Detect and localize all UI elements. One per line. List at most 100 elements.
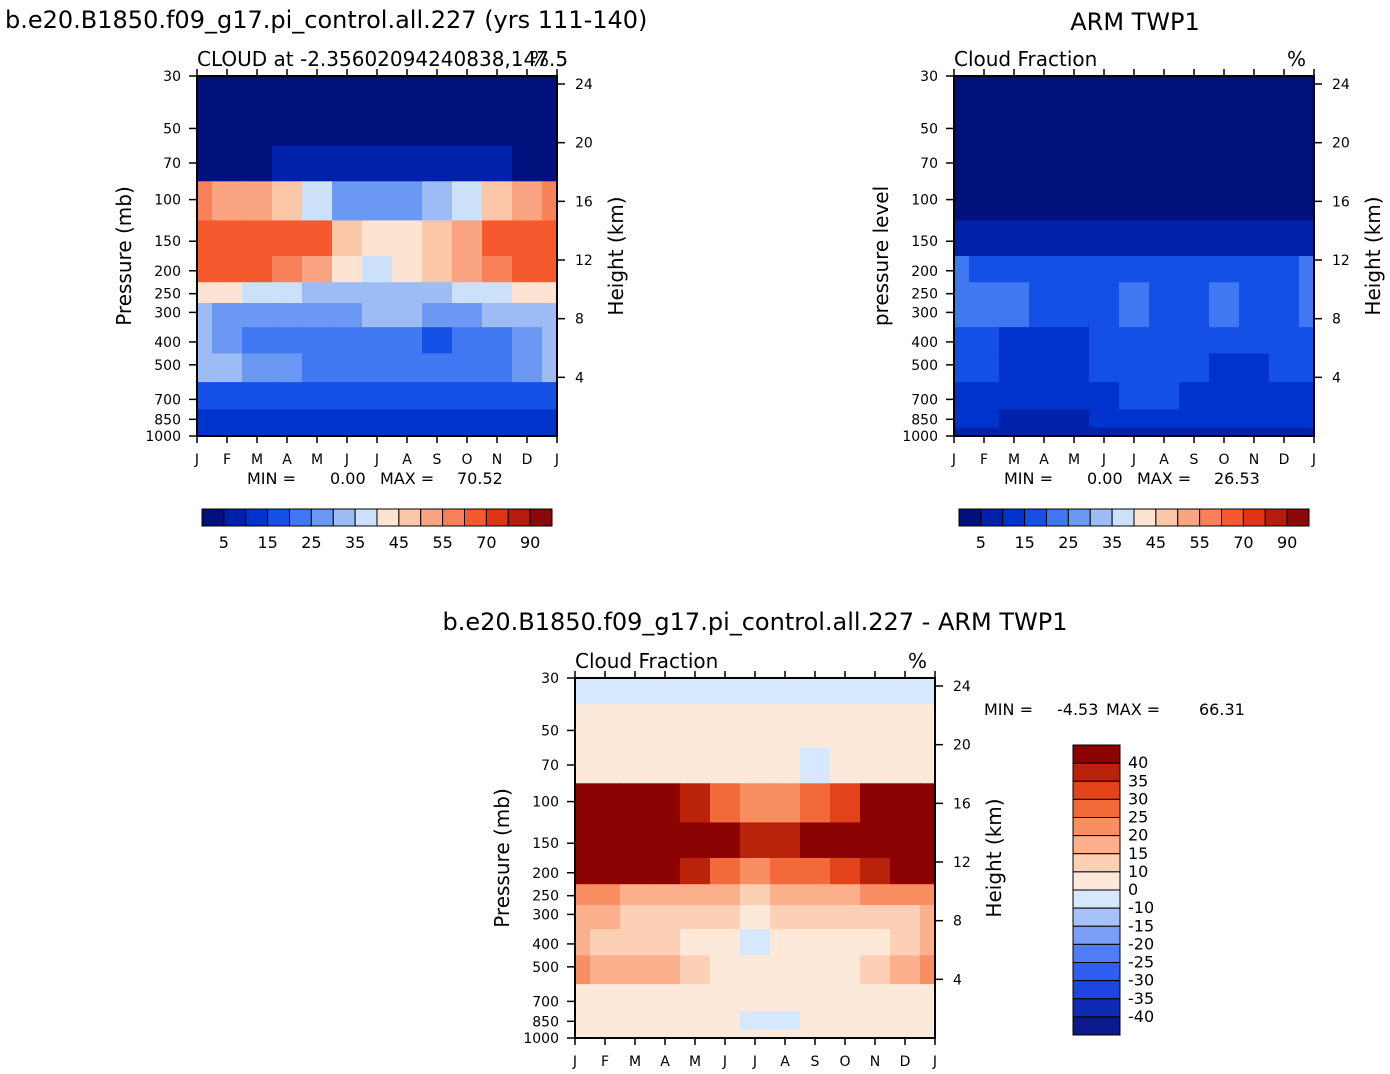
- colorbar-swatch: [1264, 508, 1288, 527]
- data-cell: [830, 822, 861, 859]
- obs-title: ARM TWP1: [1070, 8, 1200, 36]
- y-right-tick-label: 16: [953, 796, 971, 812]
- panel-obs: Cloud Fraction %J F M A M J J A S O N D J305070100150…: [869, 47, 1385, 552]
- data-cell: [575, 984, 591, 1012]
- y-tick-label: 250: [911, 287, 938, 303]
- data-cell: [452, 102, 483, 147]
- data-cell: [1149, 409, 1180, 429]
- data-cell: [620, 858, 651, 885]
- data-cell: [1299, 427, 1315, 437]
- data-cell: [770, 704, 801, 749]
- data-cell: [890, 678, 921, 705]
- data-cell: [242, 353, 273, 383]
- x-tick-label: J: [1101, 452, 1106, 468]
- data-cell: [1059, 145, 1090, 182]
- data-cell: [302, 76, 333, 103]
- data-cell: [1269, 303, 1300, 328]
- data-cell: [482, 76, 513, 103]
- data-cell: [302, 102, 333, 147]
- colorbar-label: -40: [1128, 1007, 1154, 1026]
- data-cell: [1269, 220, 1300, 257]
- data-cell: [1089, 353, 1120, 383]
- data-cell: [392, 282, 423, 304]
- x-tick-label: S: [433, 452, 442, 468]
- colorbar-label: 40: [1128, 753, 1148, 772]
- y-right-tick-label: 12: [953, 855, 971, 871]
- x-tick-label: M: [311, 452, 323, 468]
- data-cell: [800, 1029, 831, 1039]
- data-cell: [332, 327, 363, 354]
- data-cell: [452, 181, 483, 222]
- max-label: MAX =: [1106, 700, 1160, 719]
- data-cell: [542, 145, 558, 182]
- colorbar-swatch: [310, 508, 334, 527]
- y-right-tick-label: 16: [575, 194, 593, 210]
- data-cell: [954, 409, 970, 429]
- colorbar-swatch: [1072, 871, 1121, 891]
- data-cell: [542, 102, 558, 147]
- data-cell: [680, 955, 711, 985]
- data-cell: [954, 102, 970, 147]
- data-cell: [620, 955, 651, 985]
- data-cell: [680, 1029, 711, 1039]
- data-cell: [1089, 220, 1120, 257]
- data-cell: [710, 1029, 741, 1039]
- data-cell: [1209, 382, 1240, 410]
- data-cell: [332, 353, 363, 383]
- data-cell: [242, 327, 273, 354]
- x-tick-label: M: [251, 452, 263, 468]
- data-cell: [1149, 427, 1180, 437]
- data-cell: [860, 822, 891, 859]
- data-cell: [272, 327, 303, 354]
- data-cell: [332, 427, 363, 437]
- data-cell: [542, 327, 558, 354]
- data-cell: [999, 102, 1030, 147]
- data-cell: [890, 747, 921, 784]
- data-cell: [830, 929, 861, 956]
- data-cell: [999, 327, 1030, 354]
- colorbar-swatch: [1155, 508, 1179, 527]
- colorbar-label: 5: [976, 533, 986, 552]
- data-cell: [770, 822, 801, 859]
- data-cell: [482, 303, 513, 328]
- data-cell: [1029, 427, 1060, 437]
- data-cell: [770, 783, 801, 824]
- data-cell: [590, 704, 621, 749]
- data-cell: [800, 704, 831, 749]
- data-cell: [212, 220, 243, 257]
- y-tick-label: 150: [154, 234, 181, 250]
- data-cell: [422, 256, 453, 283]
- colorbar-swatch: [1072, 907, 1121, 927]
- x-tick-label: M: [1068, 452, 1080, 468]
- data-cell: [830, 884, 861, 906]
- panel-model: CLOUD at -2.35602094240838,147.5% J F M A M J J…: [112, 47, 628, 552]
- data-cell: [800, 858, 831, 885]
- data-cell: [1209, 327, 1240, 354]
- data-cell: [999, 145, 1030, 182]
- data-cell: [710, 905, 741, 930]
- data-cell: [1269, 327, 1300, 354]
- data-cell: [590, 783, 621, 824]
- colorbar-swatch: [354, 508, 378, 527]
- data-cell: [920, 783, 936, 824]
- data-cell: [272, 353, 303, 383]
- data-cell: [710, 929, 741, 956]
- data-cell: [482, 327, 513, 354]
- data-cell: [650, 704, 681, 749]
- data-cell: [1239, 427, 1270, 437]
- data-cell: [422, 102, 453, 147]
- y-tick-label: 400: [911, 335, 938, 351]
- colorbar-swatch: [332, 508, 356, 527]
- data-cell: [770, 905, 801, 930]
- data-cell: [422, 181, 453, 222]
- data-cell: [620, 929, 651, 956]
- data-cell: [860, 1011, 891, 1031]
- data-cell: [482, 220, 513, 257]
- data-cell: [362, 220, 393, 257]
- data-cell: [272, 145, 303, 182]
- y-right-tick-label: 20: [1332, 136, 1350, 152]
- y-tick-label: 500: [911, 358, 938, 374]
- data-cell: [272, 181, 303, 222]
- data-cell: [1299, 181, 1315, 222]
- min-label: MIN =: [1004, 469, 1053, 488]
